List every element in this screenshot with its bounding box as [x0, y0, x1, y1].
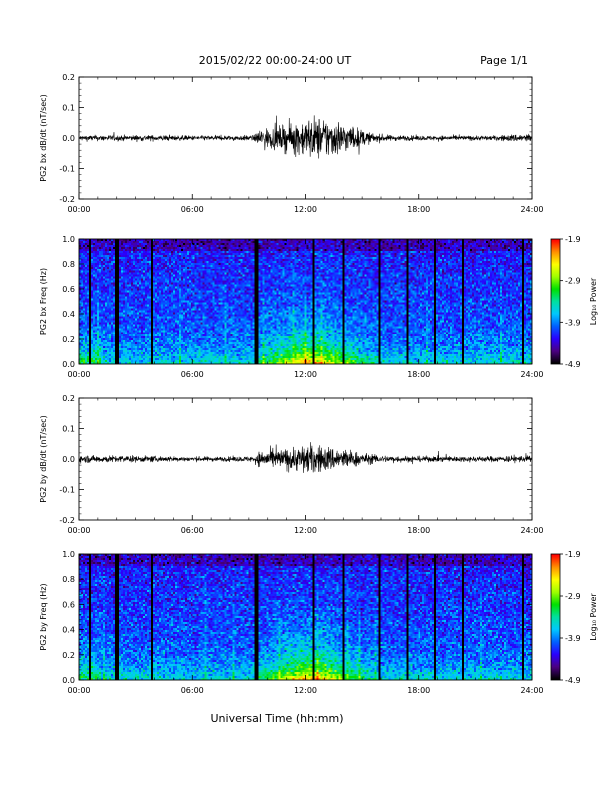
y-tick-label: 1.0: [62, 550, 75, 559]
y-tick-label: 0.8: [62, 575, 75, 584]
signal-trace: [78, 442, 533, 473]
x-tick-label: 24:00: [520, 526, 543, 535]
y-tick-label: -0.2: [59, 195, 75, 204]
y-tick-label: 0.0: [62, 455, 75, 464]
y-tick-label: 0.2: [62, 73, 75, 82]
x-tick-label: 06:00: [181, 370, 204, 379]
y-tick-label: -0.1: [59, 165, 75, 174]
y-tick-label: 0.6: [62, 285, 75, 294]
y-tick-label: 0.1: [62, 425, 75, 434]
colorbar-tick-label: -1.9: [565, 235, 581, 244]
y-tick-label: 0.4: [62, 310, 75, 319]
y-axis-label: PG2 bx dB/dt (nT/sec): [39, 94, 48, 181]
x-tick-label: 18:00: [407, 686, 430, 695]
y-tick-label: 0.6: [62, 600, 75, 609]
panel-4: -1.9 -2.9 -3.9 -4.9 Log₁₀ Power 00:00 06:00 12:…: [39, 550, 598, 695]
x-tick-label: 00:00: [67, 686, 90, 695]
y-tick-label: 0.1: [62, 104, 75, 113]
colorbar-gradient: [551, 554, 560, 680]
y-axis-label: PG2 by dB/dt (nT/sec): [39, 415, 48, 502]
y-tick-label: 0.0: [62, 134, 75, 143]
x-tick-label: 12:00: [294, 686, 317, 695]
signal-trace: [78, 115, 533, 159]
colorbar-gradient: [551, 239, 560, 364]
x-axis-label: Universal Time (hh:mm): [211, 712, 344, 725]
x-tick-label: 24:00: [520, 370, 543, 379]
y-tick-label: 0.0: [62, 360, 75, 369]
y-tick-label: 1.0: [62, 235, 75, 244]
y-tick-label: 0.2: [62, 335, 75, 344]
x-tick-label: 06:00: [181, 526, 204, 535]
colorbar-tick-label: -3.9: [565, 634, 581, 643]
y-tick-label: -0.2: [59, 516, 75, 525]
colorbar-frame: [550, 238, 561, 365]
x-tick-label: 18:00: [407, 370, 430, 379]
x-tick-label: 06:00: [181, 686, 204, 695]
colorbar-tick-label: -2.9: [565, 277, 581, 286]
colorbar-frame: [550, 553, 561, 681]
x-tick-label: 12:00: [294, 370, 317, 379]
x-tick-label: 24:00: [520, 205, 543, 214]
panel-2: -1.9 -2.9 -3.9 -4.9 Log₁₀ Power 00:00 06:00 12:…: [39, 235, 598, 379]
x-tick-label: 24:00: [520, 686, 543, 695]
y-tick-label: 0.0: [62, 676, 75, 685]
y-axis-label: PG2 by Freq (Hz): [39, 583, 48, 650]
panel-3: 00:00 06:00 12:00 18:00 24:00 0.2 0.1 0.0 -0.1 -0…: [39, 394, 544, 535]
panel-1: 00:00 06:00 12:00 18:00 24:00 0.2 0.1 0.0 -0.1 -0…: [39, 73, 544, 214]
x-tick-label: 00:00: [67, 205, 90, 214]
y-tick-label: -0.1: [59, 486, 75, 495]
colorbar: -1.9 -2.9 -3.9 -4.9 Log₁₀ Power: [550, 235, 598, 369]
page-number: Page 1/1: [480, 54, 528, 67]
x-tick-label: 06:00: [181, 205, 204, 214]
colorbar-label: Log₁₀ Power: [589, 593, 598, 641]
x-tick-label: 12:00: [294, 526, 317, 535]
spectrogram-image: [79, 554, 532, 680]
colorbar: -1.9 -2.9 -3.9 -4.9 Log₁₀ Power: [550, 550, 598, 685]
spectrogram-image: [79, 239, 532, 364]
x-tick-label: 12:00: [294, 205, 317, 214]
date-range-title: 2015/02/22 00:00-24:00 UT: [199, 54, 352, 67]
colorbar-tick-label: -3.9: [565, 318, 581, 327]
x-tick-label: 18:00: [407, 526, 430, 535]
y-axis-label: PG2 bx Freq (Hz): [39, 268, 48, 335]
x-tick-label: 18:00: [407, 205, 430, 214]
x-tick-label: 00:00: [67, 526, 90, 535]
y-tick-label: 0.8: [62, 260, 75, 269]
y-tick-label: 0.2: [62, 651, 75, 660]
y-tick-label: 0.4: [62, 626, 75, 635]
colorbar-label: Log₁₀ Power: [589, 277, 598, 325]
colorbar-tick-label: -4.9: [565, 676, 581, 685]
colorbar-tick-label: -2.9: [565, 592, 581, 601]
colorbar-tick-label: -4.9: [565, 360, 581, 369]
x-tick-label: 00:00: [67, 370, 90, 379]
y-tick-label: 0.2: [62, 394, 75, 403]
colorbar-tick-label: -1.9: [565, 550, 581, 559]
